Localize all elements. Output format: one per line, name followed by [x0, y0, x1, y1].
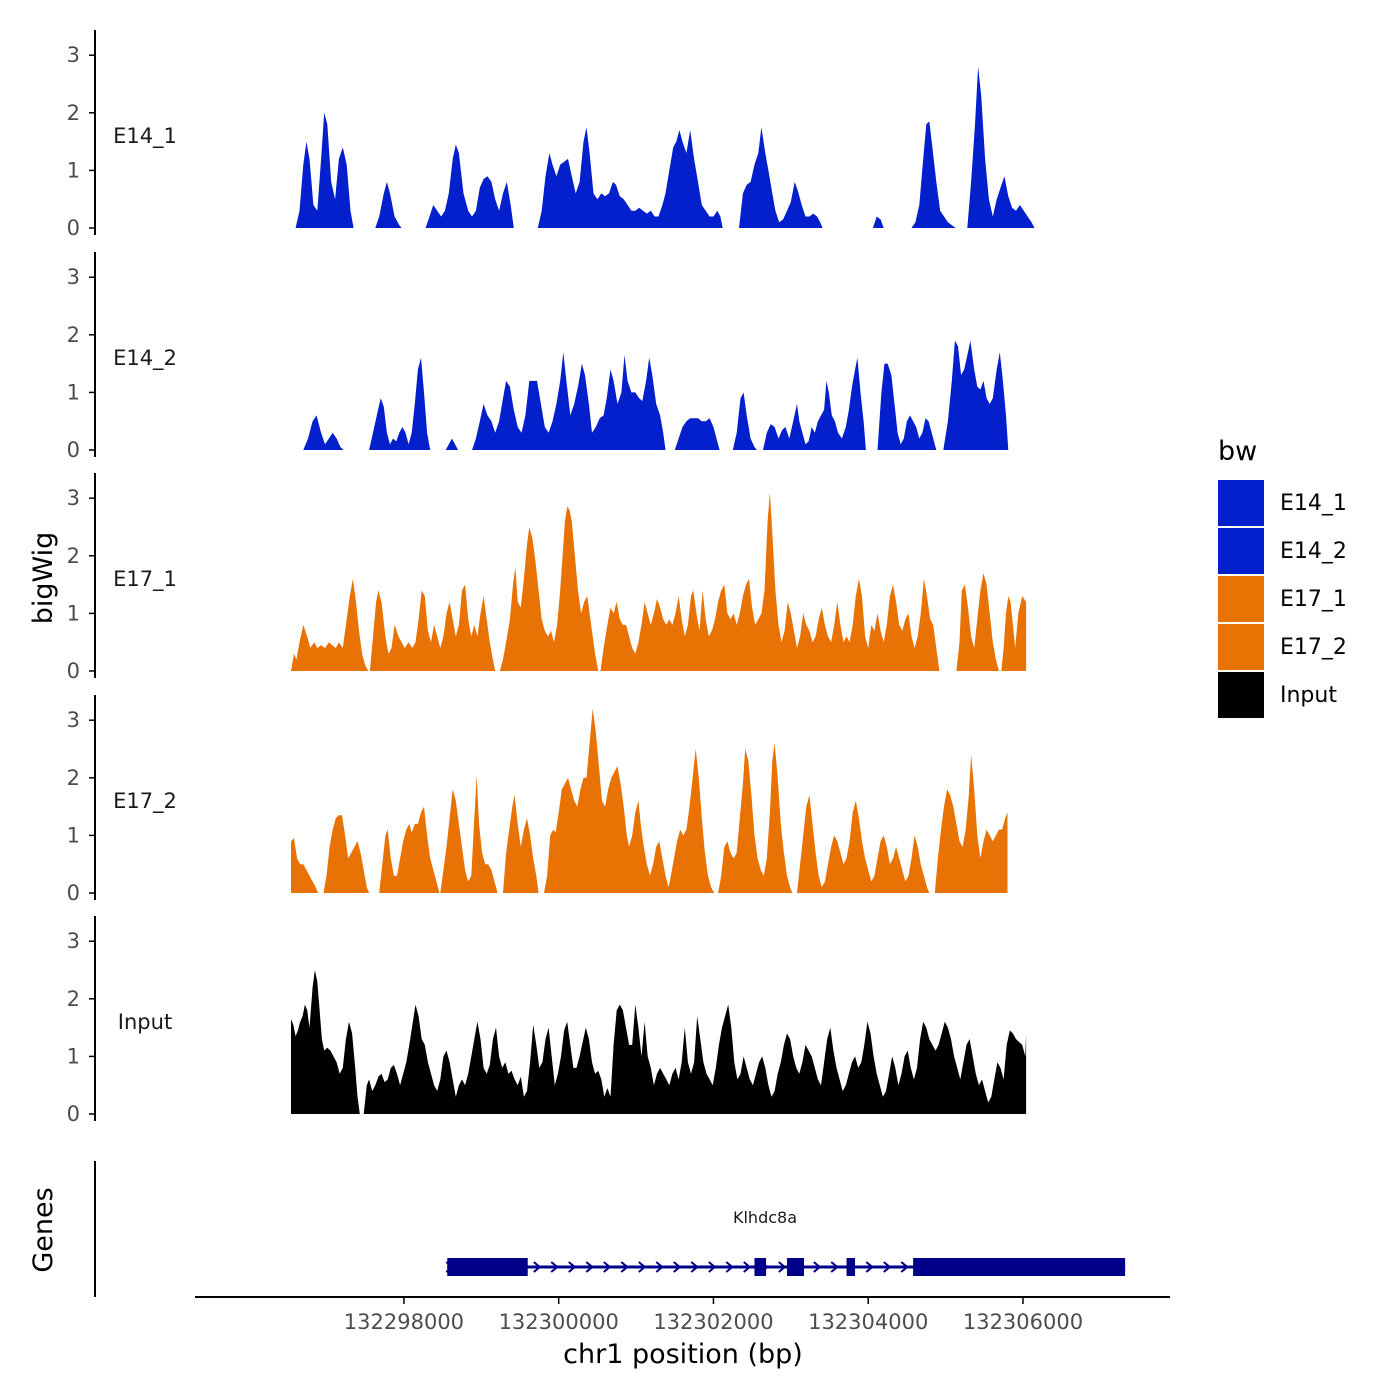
coverage-area-Input [291, 970, 1027, 1114]
y-tick-label: 3 [67, 929, 80, 953]
coverage-area-E14_2 [303, 340, 1009, 450]
legend-title: bw [1218, 436, 1257, 467]
y-tick-label: 2 [67, 323, 80, 347]
gene-exon [846, 1258, 856, 1276]
strand-arrow [865, 1261, 874, 1273]
strand-arrow [550, 1261, 559, 1273]
strand-arrow [638, 1261, 647, 1273]
strand-arrow [725, 1261, 734, 1273]
strand-arrow [620, 1261, 629, 1273]
x-tick-label: 132302000 [653, 1310, 773, 1334]
y-axis-title: bigWig [28, 532, 59, 625]
strand-arrow [813, 1261, 822, 1273]
track-E14_1: 0 1 2 3 E14_1 [67, 30, 1035, 240]
track-label: E14_1 [113, 124, 177, 149]
legend-label: E14_2 [1280, 539, 1347, 564]
strand-arrow [533, 1261, 542, 1273]
gene-exon [913, 1258, 1126, 1276]
legend-label: E17_1 [1280, 587, 1347, 612]
y-tick-label: 1 [67, 158, 80, 182]
coverage-area-E17_2 [291, 708, 1008, 893]
gene-Klhdc8a: Klhdc8a [445, 1208, 1126, 1276]
track-E14_2: 0 1 2 3 E14_2 [67, 252, 1009, 462]
strand-arrow [673, 1261, 682, 1273]
track-E17_2: 0 1 2 3 E17_2 [67, 695, 1008, 905]
y-tick-label: 0 [67, 659, 80, 683]
track-E17_1: 0 1 2 3 E17_1 [67, 473, 1027, 683]
y-tick-label: 0 [67, 216, 80, 240]
x-tick-label: 132300000 [499, 1310, 619, 1334]
legend-swatch [1218, 576, 1264, 622]
y-tick-label: 3 [67, 486, 80, 510]
strand-arrow [778, 1261, 787, 1273]
x-axis: 132298000 132300000 132302000 132304000 1323… [195, 1296, 1170, 1334]
strand-arrow [883, 1261, 892, 1273]
y-tick-label: 0 [67, 438, 80, 462]
strand-arrow [603, 1261, 612, 1273]
gene-exon [786, 1258, 804, 1276]
y-tick-label: 2 [67, 101, 80, 125]
coverage-area-E14_1 [295, 66, 1035, 228]
gene-label: Klhdc8a [733, 1208, 797, 1227]
gene-exon [754, 1258, 767, 1276]
strand-arrow [708, 1261, 717, 1273]
track-label: E17_2 [113, 789, 177, 814]
y-tick-label: 1 [67, 823, 80, 847]
genes-axis-title: Genes [28, 1187, 59, 1272]
strand-arrow [830, 1261, 839, 1273]
strand-arrow [585, 1261, 594, 1273]
legend-swatch [1218, 624, 1264, 670]
y-tick-label: 1 [67, 1044, 80, 1068]
legend-swatch [1218, 528, 1264, 574]
strand-arrow [655, 1261, 664, 1273]
y-tick-label: 0 [67, 881, 80, 905]
y-tick-label: 3 [67, 708, 80, 732]
legend-swatch [1218, 672, 1264, 718]
x-tick-label: 132298000 [344, 1310, 464, 1334]
coverage-area-E17_1 [291, 492, 1027, 671]
legend: bw E14_1 E14_2 E17_1 E17_2 Input [1218, 436, 1347, 718]
strand-arrow [900, 1261, 909, 1273]
legend-label: E17_2 [1280, 635, 1347, 660]
legend-label: E14_1 [1280, 491, 1347, 516]
legend-label: Input [1280, 683, 1337, 708]
track-label: Input [118, 1010, 172, 1034]
coverage-tracks: 0 1 2 3 E14_1 0 1 2 3 E14_2 0 1 2 3 E17_1 0 1 2 3 E17_2 0 1 2 3… [67, 30, 1035, 1126]
y-tick-label: 1 [67, 601, 80, 625]
y-tick-label: 1 [67, 380, 80, 404]
track-label: E17_1 [113, 567, 177, 592]
y-tick-label: 2 [67, 766, 80, 790]
gene-exon [447, 1258, 528, 1276]
y-tick-label: 2 [67, 544, 80, 568]
track-Input: 0 1 2 3 Input [67, 916, 1027, 1126]
legend-swatch [1218, 480, 1264, 526]
genes-panel: Klhdc8a [94, 1161, 1126, 1297]
track-label: E14_2 [113, 346, 177, 371]
x-tick-label: 132304000 [808, 1310, 928, 1334]
y-tick-label: 3 [67, 265, 80, 289]
y-tick-label: 3 [67, 43, 80, 67]
strand-arrow [568, 1261, 577, 1273]
strand-arrow [743, 1261, 752, 1273]
y-tick-label: 0 [67, 1102, 80, 1126]
x-axis-title: chr1 position (bp) [563, 1339, 803, 1370]
x-tick-label: 132306000 [963, 1310, 1083, 1334]
y-tick-label: 2 [67, 987, 80, 1011]
strand-arrow [690, 1261, 699, 1273]
